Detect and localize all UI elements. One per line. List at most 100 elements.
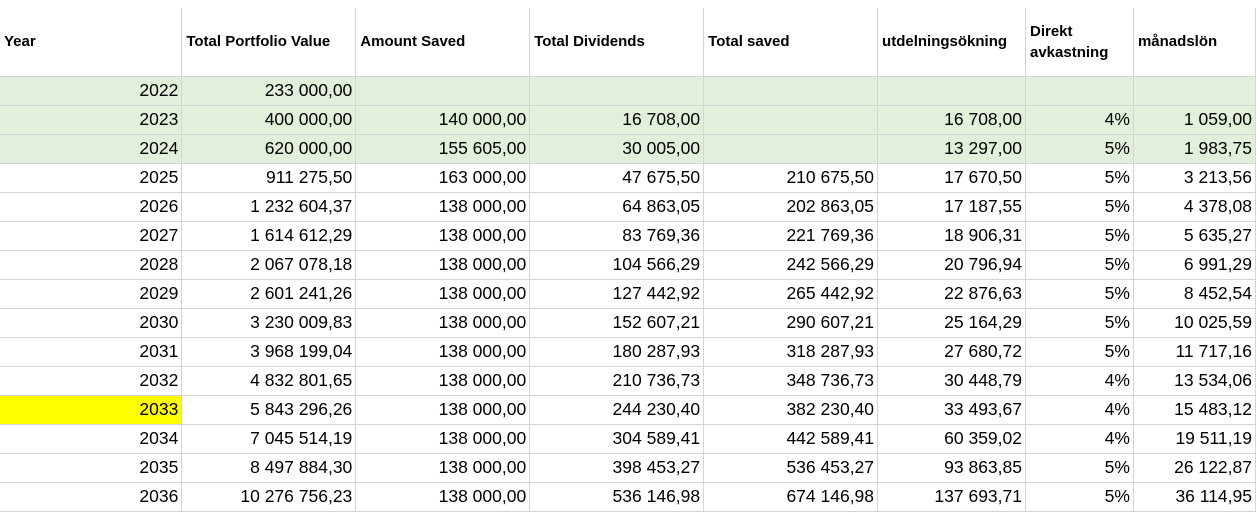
cell-direkt-avkastning[interactable]: 4% [1025, 366, 1134, 396]
cell-manadslon[interactable]: 1 059,00 [1133, 105, 1256, 135]
header-cell-utdelningsokning[interactable]: utdelningsökning [877, 8, 1026, 77]
cell-amount-saved[interactable]: 140 000,00 [355, 105, 531, 135]
cell-total-saved[interactable]: 382 230,40 [703, 395, 879, 425]
cell-utdelningsokning[interactable]: 33 493,67 [877, 395, 1026, 425]
cell-total-saved[interactable]: 242 566,29 [703, 250, 879, 280]
cell-total-dividends[interactable]: 16 708,00 [529, 105, 705, 135]
cell-utdelningsokning[interactable] [877, 76, 1026, 106]
cell-direkt-avkastning[interactable]: 4% [1025, 395, 1134, 425]
cell-amount-saved[interactable]: 163 000,00 [355, 163, 531, 193]
cell-amount-saved[interactable]: 138 000,00 [355, 279, 531, 309]
cell-utdelningsokning[interactable]: 17 187,55 [877, 192, 1026, 222]
cell-total-dividends[interactable]: 30 005,00 [529, 134, 705, 164]
cell-year[interactable]: 2022 [0, 76, 183, 106]
cell-total-portfolio-value[interactable]: 3 230 009,83 [181, 308, 357, 338]
cell-manadslon[interactable]: 4 378,08 [1133, 192, 1256, 222]
cell-amount-saved[interactable]: 138 000,00 [355, 395, 531, 425]
cell-manadslon[interactable]: 13 534,06 [1133, 366, 1256, 396]
cell-total-portfolio-value[interactable]: 911 275,50 [181, 163, 357, 193]
cell-total-saved[interactable]: 442 589,41 [703, 424, 879, 454]
cell-year[interactable]: 2024 [0, 134, 183, 164]
cell-total-saved[interactable] [703, 105, 879, 135]
cell-total-portfolio-value[interactable]: 233 000,00 [181, 76, 357, 106]
cell-total-saved[interactable]: 210 675,50 [703, 163, 879, 193]
cell-total-portfolio-value[interactable]: 2 601 241,26 [181, 279, 357, 309]
cell-manadslon[interactable] [1133, 76, 1256, 106]
cell-year[interactable]: 2034 [0, 424, 183, 454]
cell-direkt-avkastning[interactable] [1025, 76, 1134, 106]
cell-amount-saved[interactable]: 138 000,00 [355, 192, 531, 222]
cell-utdelningsokning[interactable]: 137 693,71 [877, 482, 1026, 512]
cell-total-dividends[interactable]: 104 566,29 [529, 250, 705, 280]
cell-utdelningsokning[interactable]: 13 297,00 [877, 134, 1026, 164]
cell-total-portfolio-value[interactable]: 5 843 296,26 [181, 395, 357, 425]
cell-total-saved[interactable]: 265 442,92 [703, 279, 879, 309]
cell-utdelningsokning[interactable]: 27 680,72 [877, 337, 1026, 367]
cell-year[interactable]: 2026 [0, 192, 183, 222]
cell-utdelningsokning[interactable]: 22 876,63 [877, 279, 1026, 309]
cell-manadslon[interactable]: 3 213,56 [1133, 163, 1256, 193]
cell-utdelningsokning[interactable]: 16 708,00 [877, 105, 1026, 135]
cell-year[interactable]: 2027 [0, 221, 183, 251]
cell-total-dividends[interactable]: 64 863,05 [529, 192, 705, 222]
cell-amount-saved[interactable]: 138 000,00 [355, 453, 531, 483]
cell-total-dividends[interactable]: 152 607,21 [529, 308, 705, 338]
cell-total-saved[interactable]: 290 607,21 [703, 308, 879, 338]
cell-direkt-avkastning[interactable]: 5% [1025, 453, 1134, 483]
cell-amount-saved[interactable]: 138 000,00 [355, 337, 531, 367]
cell-total-saved[interactable]: 348 736,73 [703, 366, 879, 396]
cell-utdelningsokning[interactable]: 93 863,85 [877, 453, 1026, 483]
cell-utdelningsokning[interactable]: 60 359,02 [877, 424, 1026, 454]
cell-manadslon[interactable]: 36 114,95 [1133, 482, 1256, 512]
cell-year[interactable]: 2025 [0, 163, 183, 193]
cell-utdelningsokning[interactable]: 25 164,29 [877, 308, 1026, 338]
header-cell-direkt-avkastning[interactable]: Direkt avkastning [1025, 8, 1134, 77]
cell-total-dividends[interactable]: 398 453,27 [529, 453, 705, 483]
cell-total-portfolio-value[interactable]: 400 000,00 [181, 105, 357, 135]
cell-year[interactable]: 2035 [0, 453, 183, 483]
cell-total-saved[interactable]: 536 453,27 [703, 453, 879, 483]
cell-year[interactable]: 2036 [0, 482, 183, 512]
cell-utdelningsokning[interactable]: 20 796,94 [877, 250, 1026, 280]
cell-total-portfolio-value[interactable]: 8 497 884,30 [181, 453, 357, 483]
cell-direkt-avkastning[interactable]: 5% [1025, 279, 1134, 309]
header-cell-year[interactable]: Year [0, 8, 183, 77]
cell-manadslon[interactable]: 8 452,54 [1133, 279, 1256, 309]
header-cell-manadslon[interactable]: månadslön [1133, 8, 1256, 77]
cell-manadslon[interactable]: 10 025,59 [1133, 308, 1256, 338]
cell-total-dividends[interactable]: 536 146,98 [529, 482, 705, 512]
cell-manadslon[interactable]: 1 983,75 [1133, 134, 1256, 164]
cell-total-saved[interactable]: 674 146,98 [703, 482, 879, 512]
cell-total-saved[interactable]: 221 769,36 [703, 221, 879, 251]
cell-direkt-avkastning[interactable]: 4% [1025, 105, 1134, 135]
cell-amount-saved[interactable]: 138 000,00 [355, 366, 531, 396]
cell-manadslon[interactable]: 5 635,27 [1133, 221, 1256, 251]
cell-total-dividends[interactable]: 47 675,50 [529, 163, 705, 193]
cell-amount-saved[interactable]: 138 000,00 [355, 424, 531, 454]
cell-year[interactable]: 2028 [0, 250, 183, 280]
cell-total-portfolio-value[interactable]: 2 067 078,18 [181, 250, 357, 280]
cell-amount-saved[interactable]: 138 000,00 [355, 482, 531, 512]
cell-total-dividends[interactable]: 180 287,93 [529, 337, 705, 367]
cell-direkt-avkastning[interactable]: 5% [1025, 221, 1134, 251]
cell-manadslon[interactable]: 11 717,16 [1133, 337, 1256, 367]
cell-direkt-avkastning[interactable]: 5% [1025, 250, 1134, 280]
cell-direkt-avkastning[interactable]: 5% [1025, 134, 1134, 164]
cell-year[interactable]: 2029 [0, 279, 183, 309]
cell-total-dividends[interactable]: 244 230,40 [529, 395, 705, 425]
header-cell-total-saved[interactable]: Total saved [703, 8, 879, 77]
cell-manadslon[interactable]: 26 122,87 [1133, 453, 1256, 483]
cell-total-dividends[interactable]: 127 442,92 [529, 279, 705, 309]
cell-year[interactable]: 2023 [0, 105, 183, 135]
cell-total-saved[interactable]: 318 287,93 [703, 337, 879, 367]
cell-utdelningsokning[interactable]: 18 906,31 [877, 221, 1026, 251]
header-cell-total-dividends[interactable]: Total Dividends [529, 8, 705, 77]
cell-amount-saved[interactable]: 138 000,00 [355, 221, 531, 251]
cell-total-dividends[interactable] [529, 76, 705, 106]
cell-utdelningsokning[interactable]: 30 448,79 [877, 366, 1026, 396]
cell-total-portfolio-value[interactable]: 4 832 801,65 [181, 366, 357, 396]
cell-direkt-avkastning[interactable]: 5% [1025, 163, 1134, 193]
cell-amount-saved[interactable]: 155 605,00 [355, 134, 531, 164]
cell-manadslon[interactable]: 19 511,19 [1133, 424, 1256, 454]
cell-total-portfolio-value[interactable]: 620 000,00 [181, 134, 357, 164]
